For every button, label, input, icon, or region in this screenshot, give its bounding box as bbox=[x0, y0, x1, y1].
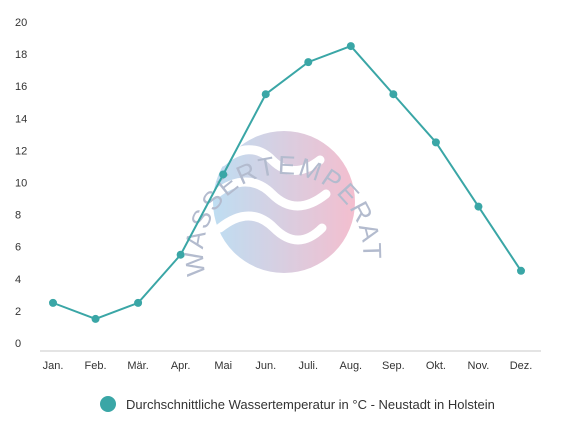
legend[interactable]: Durchschnittliche Wassertemperatur in °C… bbox=[100, 396, 495, 412]
data-point[interactable] bbox=[431, 138, 440, 147]
data-point[interactable] bbox=[134, 298, 143, 307]
data-point[interactable] bbox=[91, 314, 100, 323]
data-point[interactable] bbox=[261, 90, 270, 99]
y-tick-label: 16 bbox=[15, 81, 27, 93]
y-tick-label: 14 bbox=[15, 113, 27, 125]
x-tick-label: Sep. bbox=[382, 360, 405, 372]
x-tick-label: Juli. bbox=[298, 360, 318, 372]
x-tick-label: Aug. bbox=[339, 360, 362, 372]
data-point[interactable] bbox=[517, 266, 525, 275]
data-point[interactable] bbox=[49, 298, 57, 307]
data-point[interactable] bbox=[219, 170, 228, 179]
y-tick-label: 0 bbox=[15, 338, 21, 350]
data-point[interactable] bbox=[176, 250, 185, 259]
data-point[interactable] bbox=[304, 58, 313, 67]
x-tick-label: Jun. bbox=[255, 360, 276, 372]
x-tick-label: Mär. bbox=[127, 360, 148, 372]
watermark-logo: WASSERTEMPERATUR.ORG bbox=[0, 0, 385, 278]
y-tick-labels: 0 2 4 6 8 10 12 14 16 18 20 bbox=[15, 17, 27, 350]
y-tick-label: 12 bbox=[15, 145, 27, 157]
series-line bbox=[52, 44, 522, 320]
y-tick-label: 20 bbox=[15, 17, 27, 29]
series-points bbox=[49, 42, 525, 323]
y-tick-label: 18 bbox=[15, 49, 27, 61]
x-tick-label: Mai bbox=[214, 360, 232, 372]
series-lines bbox=[52, 44, 522, 320]
y-tick-label: 10 bbox=[15, 178, 27, 190]
x-tick-label: Okt. bbox=[426, 360, 446, 372]
y-tick-label: 4 bbox=[15, 274, 21, 286]
y-tick-label: 8 bbox=[15, 210, 21, 222]
x-tick-label: Feb. bbox=[85, 360, 107, 372]
data-point[interactable] bbox=[474, 202, 483, 211]
x-tick-label: Dez. bbox=[510, 360, 533, 372]
x-tick-label: Apr. bbox=[171, 360, 191, 372]
x-tick-labels: Jan. Feb. Mär. Apr. Mai Jun. Juli. Aug. Sep. Okt.… bbox=[43, 360, 533, 372]
y-tick-label: 2 bbox=[15, 306, 21, 318]
data-point[interactable] bbox=[389, 90, 398, 99]
y-tick-label: 6 bbox=[15, 242, 21, 254]
data-point[interactable] bbox=[346, 42, 355, 51]
x-tick-label: Jan. bbox=[43, 360, 64, 372]
x-tick-label: Nov. bbox=[468, 360, 490, 372]
watermark-waves-icon bbox=[211, 145, 331, 245]
legend-label: Durchschnittliche Wassertemperatur in °C… bbox=[126, 396, 495, 412]
legend-marker-icon bbox=[100, 396, 116, 412]
